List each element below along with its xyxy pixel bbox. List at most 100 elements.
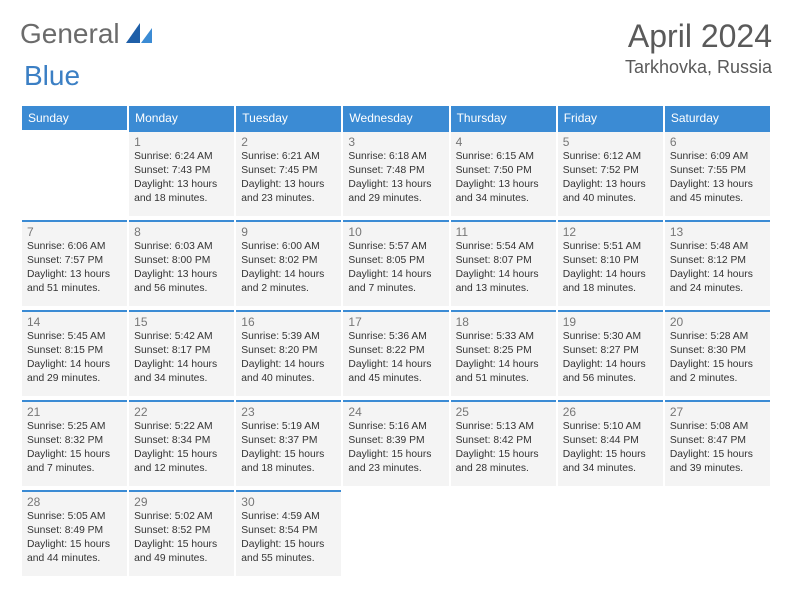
week-row: 21Sunrise: 5:25 AMSunset: 8:32 PMDayligh…	[22, 400, 770, 486]
day-info: Sunrise: 6:24 AMSunset: 7:43 PMDaylight:…	[134, 150, 229, 206]
day-cell: 15Sunrise: 5:42 AMSunset: 8:17 PMDayligh…	[129, 310, 234, 396]
day-info: Sunrise: 5:19 AMSunset: 8:37 PMDaylight:…	[241, 420, 336, 476]
week-row: 28Sunrise: 5:05 AMSunset: 8:49 PMDayligh…	[22, 490, 770, 576]
day-info: Sunrise: 5:39 AMSunset: 8:20 PMDaylight:…	[241, 330, 336, 386]
week-row: 7Sunrise: 6:06 AMSunset: 7:57 PMDaylight…	[22, 220, 770, 306]
day-number: 4	[456, 135, 551, 149]
weekday-header: Wednesday	[343, 106, 448, 130]
day-info: Sunrise: 5:16 AMSunset: 8:39 PMDaylight:…	[348, 420, 443, 476]
day-info: Sunrise: 5:02 AMSunset: 8:52 PMDaylight:…	[134, 510, 229, 566]
day-cell: 14Sunrise: 5:45 AMSunset: 8:15 PMDayligh…	[22, 310, 127, 396]
day-number: 14	[27, 315, 122, 329]
day-number: 8	[134, 225, 229, 239]
day-info: Sunrise: 5:45 AMSunset: 8:15 PMDaylight:…	[27, 330, 122, 386]
day-number: 10	[348, 225, 443, 239]
day-cell: 29Sunrise: 5:02 AMSunset: 8:52 PMDayligh…	[129, 490, 234, 576]
day-info: Sunrise: 5:05 AMSunset: 8:49 PMDaylight:…	[27, 510, 122, 566]
day-info: Sunrise: 5:36 AMSunset: 8:22 PMDaylight:…	[348, 330, 443, 386]
logo-sail-icon	[126, 23, 154, 45]
day-cell: 19Sunrise: 5:30 AMSunset: 8:27 PMDayligh…	[558, 310, 663, 396]
day-info: Sunrise: 5:08 AMSunset: 8:47 PMDaylight:…	[670, 420, 765, 476]
week-row: 14Sunrise: 5:45 AMSunset: 8:15 PMDayligh…	[22, 310, 770, 396]
day-number: 18	[456, 315, 551, 329]
day-info: Sunrise: 5:48 AMSunset: 8:12 PMDaylight:…	[670, 240, 765, 296]
day-cell: 10Sunrise: 5:57 AMSunset: 8:05 PMDayligh…	[343, 220, 448, 306]
weekday-header: Tuesday	[236, 106, 341, 130]
weekday-header: Thursday	[451, 106, 556, 130]
day-info: Sunrise: 5:57 AMSunset: 8:05 PMDaylight:…	[348, 240, 443, 296]
day-number: 20	[670, 315, 765, 329]
day-number: 26	[563, 405, 658, 419]
day-cell: 7Sunrise: 6:06 AMSunset: 7:57 PMDaylight…	[22, 220, 127, 306]
location: Tarkhovka, Russia	[625, 57, 772, 78]
day-cell	[343, 490, 448, 576]
day-cell: 3Sunrise: 6:18 AMSunset: 7:48 PMDaylight…	[343, 130, 448, 216]
day-info: Sunrise: 6:09 AMSunset: 7:55 PMDaylight:…	[670, 150, 765, 206]
day-cell: 16Sunrise: 5:39 AMSunset: 8:20 PMDayligh…	[236, 310, 341, 396]
day-number: 19	[563, 315, 658, 329]
day-cell: 26Sunrise: 5:10 AMSunset: 8:44 PMDayligh…	[558, 400, 663, 486]
day-info: Sunrise: 6:03 AMSunset: 8:00 PMDaylight:…	[134, 240, 229, 296]
day-cell	[558, 490, 663, 576]
day-number: 15	[134, 315, 229, 329]
day-number: 1	[134, 135, 229, 149]
day-info: Sunrise: 5:51 AMSunset: 8:10 PMDaylight:…	[563, 240, 658, 296]
day-info: Sunrise: 6:06 AMSunset: 7:57 PMDaylight:…	[27, 240, 122, 296]
weekday-header-row: Sunday Monday Tuesday Wednesday Thursday…	[22, 106, 770, 130]
day-info: Sunrise: 5:54 AMSunset: 8:07 PMDaylight:…	[456, 240, 551, 296]
day-number: 28	[27, 495, 122, 509]
day-info: Sunrise: 5:42 AMSunset: 8:17 PMDaylight:…	[134, 330, 229, 386]
day-info: Sunrise: 5:28 AMSunset: 8:30 PMDaylight:…	[670, 330, 765, 386]
day-cell: 9Sunrise: 6:00 AMSunset: 8:02 PMDaylight…	[236, 220, 341, 306]
day-info: Sunrise: 6:12 AMSunset: 7:52 PMDaylight:…	[563, 150, 658, 206]
day-number: 17	[348, 315, 443, 329]
day-cell	[451, 490, 556, 576]
day-info: Sunrise: 5:10 AMSunset: 8:44 PMDaylight:…	[563, 420, 658, 476]
day-number: 29	[134, 495, 229, 509]
day-info: Sunrise: 5:25 AMSunset: 8:32 PMDaylight:…	[27, 420, 122, 476]
day-number: 11	[456, 225, 551, 239]
day-cell: 22Sunrise: 5:22 AMSunset: 8:34 PMDayligh…	[129, 400, 234, 486]
day-number: 3	[348, 135, 443, 149]
day-number: 16	[241, 315, 336, 329]
day-number: 6	[670, 135, 765, 149]
day-cell: 17Sunrise: 5:36 AMSunset: 8:22 PMDayligh…	[343, 310, 448, 396]
day-number: 23	[241, 405, 336, 419]
day-info: Sunrise: 5:22 AMSunset: 8:34 PMDaylight:…	[134, 420, 229, 476]
month-year: April 2024	[625, 18, 772, 55]
day-number: 7	[27, 225, 122, 239]
day-cell: 13Sunrise: 5:48 AMSunset: 8:12 PMDayligh…	[665, 220, 770, 306]
week-row: 1Sunrise: 6:24 AMSunset: 7:43 PMDaylight…	[22, 130, 770, 216]
day-cell	[665, 490, 770, 576]
day-cell	[22, 130, 127, 216]
logo-text-b: Blue	[24, 60, 80, 92]
day-cell: 28Sunrise: 5:05 AMSunset: 8:49 PMDayligh…	[22, 490, 127, 576]
day-number: 12	[563, 225, 658, 239]
day-cell: 30Sunrise: 4:59 AMSunset: 8:54 PMDayligh…	[236, 490, 341, 576]
day-info: Sunrise: 5:33 AMSunset: 8:25 PMDaylight:…	[456, 330, 551, 386]
day-cell: 20Sunrise: 5:28 AMSunset: 8:30 PMDayligh…	[665, 310, 770, 396]
day-cell: 6Sunrise: 6:09 AMSunset: 7:55 PMDaylight…	[665, 130, 770, 216]
day-number: 30	[241, 495, 336, 509]
day-info: Sunrise: 5:30 AMSunset: 8:27 PMDaylight:…	[563, 330, 658, 386]
day-cell: 4Sunrise: 6:15 AMSunset: 7:50 PMDaylight…	[451, 130, 556, 216]
logo-text-a: General	[20, 18, 120, 50]
weekday-header: Sunday	[22, 106, 127, 130]
title-block: April 2024 Tarkhovka, Russia	[625, 18, 772, 78]
day-cell: 8Sunrise: 6:03 AMSunset: 8:00 PMDaylight…	[129, 220, 234, 306]
day-number: 9	[241, 225, 336, 239]
day-info: Sunrise: 6:15 AMSunset: 7:50 PMDaylight:…	[456, 150, 551, 206]
day-cell: 2Sunrise: 6:21 AMSunset: 7:45 PMDaylight…	[236, 130, 341, 216]
calendar-table: Sunday Monday Tuesday Wednesday Thursday…	[20, 106, 772, 576]
day-number: 25	[456, 405, 551, 419]
day-cell: 11Sunrise: 5:54 AMSunset: 8:07 PMDayligh…	[451, 220, 556, 306]
day-number: 22	[134, 405, 229, 419]
weekday-header: Friday	[558, 106, 663, 130]
day-cell: 23Sunrise: 5:19 AMSunset: 8:37 PMDayligh…	[236, 400, 341, 486]
weekday-header: Monday	[129, 106, 234, 130]
day-info: Sunrise: 6:00 AMSunset: 8:02 PMDaylight:…	[241, 240, 336, 296]
day-number: 2	[241, 135, 336, 149]
day-cell: 27Sunrise: 5:08 AMSunset: 8:47 PMDayligh…	[665, 400, 770, 486]
day-number: 21	[27, 405, 122, 419]
day-cell: 5Sunrise: 6:12 AMSunset: 7:52 PMDaylight…	[558, 130, 663, 216]
